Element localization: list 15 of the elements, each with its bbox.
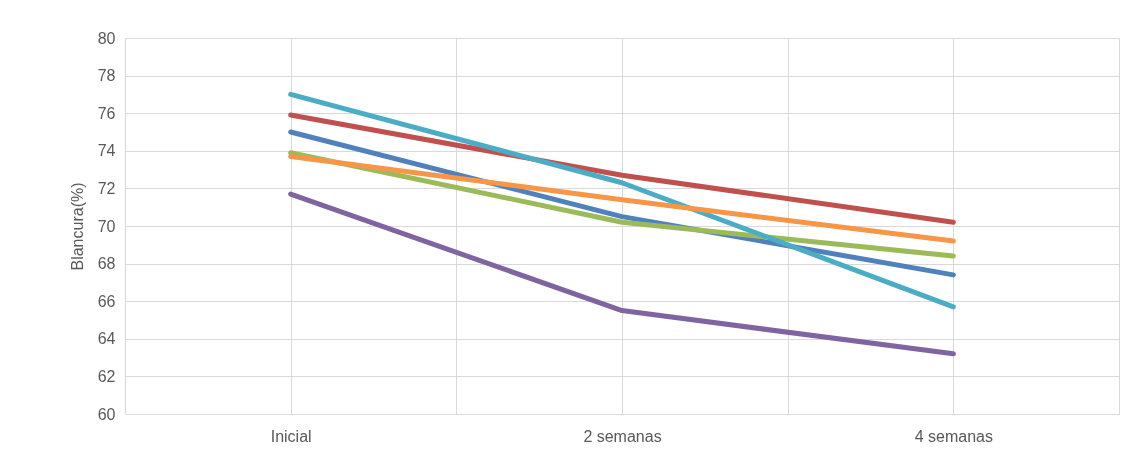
y-tick-label: 76 [97,104,116,122]
y-tick-label: 66 [97,292,116,310]
y-tick-label: 72 [97,179,116,197]
y-tick-label: 78 [97,67,116,85]
y-tick-label: 74 [97,142,116,160]
y-tick-label: 60 [97,405,116,423]
y-tick-label: 70 [97,217,116,235]
x-tick-label: Inicial [270,427,312,445]
y-tick-label: 68 [97,255,116,273]
y-axis-title: Blancura(%) [68,182,86,271]
x-tick-label: 2 semanas [583,427,662,445]
y-tick-label: 80 [97,29,116,47]
y-tick-label: 64 [97,330,116,348]
x-tick-label: 4 semanas [914,427,993,445]
y-tick-label: 62 [97,367,116,385]
